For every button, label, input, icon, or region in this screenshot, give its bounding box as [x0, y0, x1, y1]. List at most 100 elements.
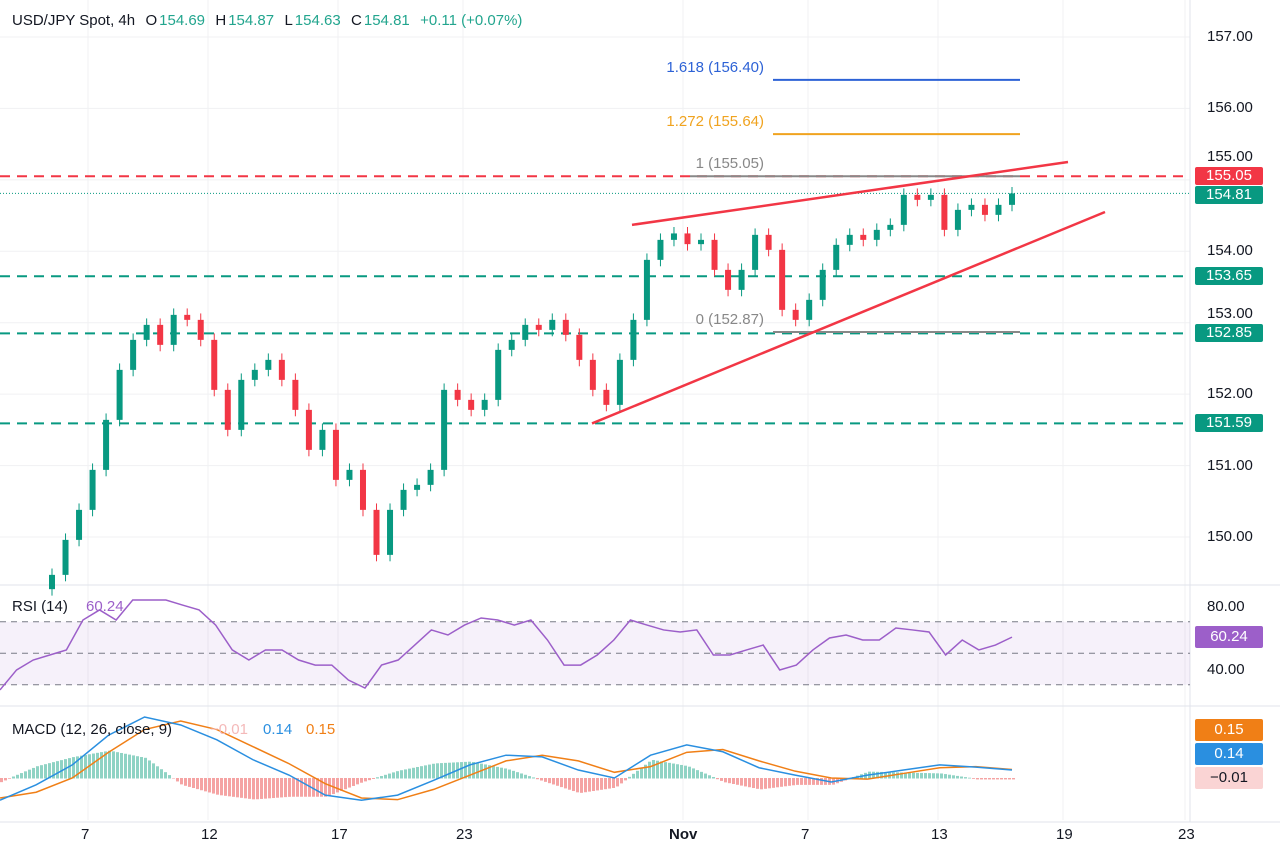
- macd-histogram-bar: [816, 778, 819, 785]
- macd-histogram-bar: [372, 778, 375, 779]
- macd-histogram-bar: [12, 776, 15, 779]
- macd-histogram-bar: [228, 778, 231, 797]
- rsi-value-badge: 60.24: [1195, 626, 1263, 648]
- macd-histogram-bar: [120, 752, 123, 779]
- macd-histogram-bar: [468, 761, 471, 779]
- wedge-upper-trendline[interactable]: [631, 160, 1069, 227]
- macd-histogram-bar: [492, 766, 495, 779]
- macd-histogram-bar: [904, 772, 907, 779]
- fib-level-label: 0 (152.87): [695, 311, 764, 328]
- signal-value-badge: 0.15: [1195, 719, 1263, 741]
- macd-histogram-bar: [476, 762, 479, 779]
- macd-histogram-bar: [416, 766, 419, 779]
- macd-histogram-bar: [736, 778, 739, 785]
- macd-histogram-bar: [656, 760, 659, 779]
- level-badge: 151.59: [1195, 414, 1263, 433]
- macd-histogram-bar: [240, 778, 243, 798]
- macd-histogram-bar: [584, 778, 587, 793]
- macd-histogram-bar: [648, 761, 651, 779]
- macd-histogram-bar: [984, 778, 987, 780]
- macd-histogram-bar: [528, 776, 531, 779]
- macd-histogram-bar: [20, 773, 23, 779]
- macd-histogram-bar: [100, 752, 103, 779]
- macd-histogram-bar: [772, 778, 775, 788]
- macd-histogram-bar: [920, 772, 923, 779]
- candle: [603, 389, 610, 405]
- candle: [170, 314, 177, 345]
- macd-histogram-bar: [376, 777, 379, 779]
- macd-histogram-bar: [296, 778, 299, 797]
- macd-histogram-bar: [404, 769, 407, 779]
- macd-histogram-bar: [932, 773, 935, 779]
- price-tick: 151.00: [1207, 456, 1253, 474]
- wedge-trendlines[interactable]: [591, 160, 1106, 425]
- macd-histogram-bar: [216, 778, 219, 795]
- macd-histogram-bar: [300, 778, 303, 797]
- macd-histogram-bar: [916, 772, 919, 779]
- macd-histogram-bar: [312, 778, 315, 797]
- macd-histogram-bar: [624, 778, 627, 781]
- candle: [481, 399, 488, 410]
- macd-histogram-bar: [536, 778, 539, 780]
- macd-histogram-bar: [952, 775, 955, 779]
- macd-histogram-bar: [940, 773, 943, 779]
- candle: [62, 539, 69, 575]
- macd-histogram-bar: [752, 778, 755, 789]
- macd-histogram-bar: [556, 778, 559, 786]
- macd-histogram-bar: [304, 778, 307, 797]
- candle: [873, 229, 880, 240]
- wedge-lower-trendline[interactable]: [591, 210, 1106, 425]
- macd-histogram-bar: [876, 771, 879, 779]
- candle: [941, 194, 948, 230]
- macd-histogram-bar: [76, 756, 79, 779]
- macd-histogram-bar: [544, 778, 547, 782]
- price-tick: 152.00: [1207, 385, 1253, 403]
- macd-histogram-bar: [748, 778, 751, 788]
- macd-histogram-bar: [672, 763, 675, 779]
- candle: [684, 233, 691, 245]
- macd-histogram-bar: [964, 777, 967, 779]
- macd-histogram-bar: [256, 778, 259, 800]
- macd-histogram-bar: [928, 773, 931, 779]
- macd-histogram-bar: [36, 766, 39, 779]
- macd-histogram-bar: [588, 778, 591, 792]
- candle: [414, 484, 421, 490]
- macd-histogram-bar: [236, 778, 239, 798]
- macd-histogram-bar: [684, 765, 687, 779]
- candle: [576, 334, 583, 360]
- macd-histogram-bar: [640, 767, 643, 779]
- macd-line: [0, 716, 1013, 801]
- macd-histogram-bar: [696, 770, 699, 779]
- macd-histogram-bar: [320, 778, 323, 797]
- macd-histogram-bar: [756, 778, 759, 789]
- macd-histogram-bar: [232, 778, 235, 797]
- macd-histogram-bar: [724, 778, 727, 783]
- candle: [860, 234, 867, 240]
- rsi-title: RSI (14): [12, 598, 68, 615]
- macd-histogram-bar: [760, 778, 763, 790]
- macd-histogram-bar: [592, 778, 595, 792]
- macd-histogram-bar: [460, 762, 463, 779]
- macd-histogram-bar: [712, 776, 715, 779]
- macd-histogram-bar: [244, 778, 247, 799]
- macd-histogram-bar: [332, 778, 335, 795]
- macd-histogram-bar: [308, 778, 311, 797]
- macd-histogram-bar: [980, 778, 983, 780]
- price-tick: 153.00: [1207, 305, 1253, 323]
- macd-histogram-bar: [728, 778, 731, 784]
- macd-histogram-bar: [564, 778, 567, 789]
- macd-histogram-bar: [412, 767, 415, 779]
- macd-histogram-bar: [644, 764, 647, 779]
- macd-histogram-bar: [692, 768, 695, 779]
- macd-histogram-bar: [144, 757, 147, 779]
- macd-histogram-bar: [140, 757, 143, 779]
- macd-histogram-bar: [532, 777, 535, 779]
- macd-histogram-bar: [16, 774, 19, 779]
- change-value: +0.11 (+0.07%): [420, 12, 523, 29]
- candle: [535, 324, 542, 330]
- candlestick-series: [49, 187, 1015, 596]
- macd-signal-value: 0.15: [306, 721, 336, 738]
- macd-histogram-bar: [368, 778, 371, 781]
- macd-histogram-bar: [700, 771, 703, 779]
